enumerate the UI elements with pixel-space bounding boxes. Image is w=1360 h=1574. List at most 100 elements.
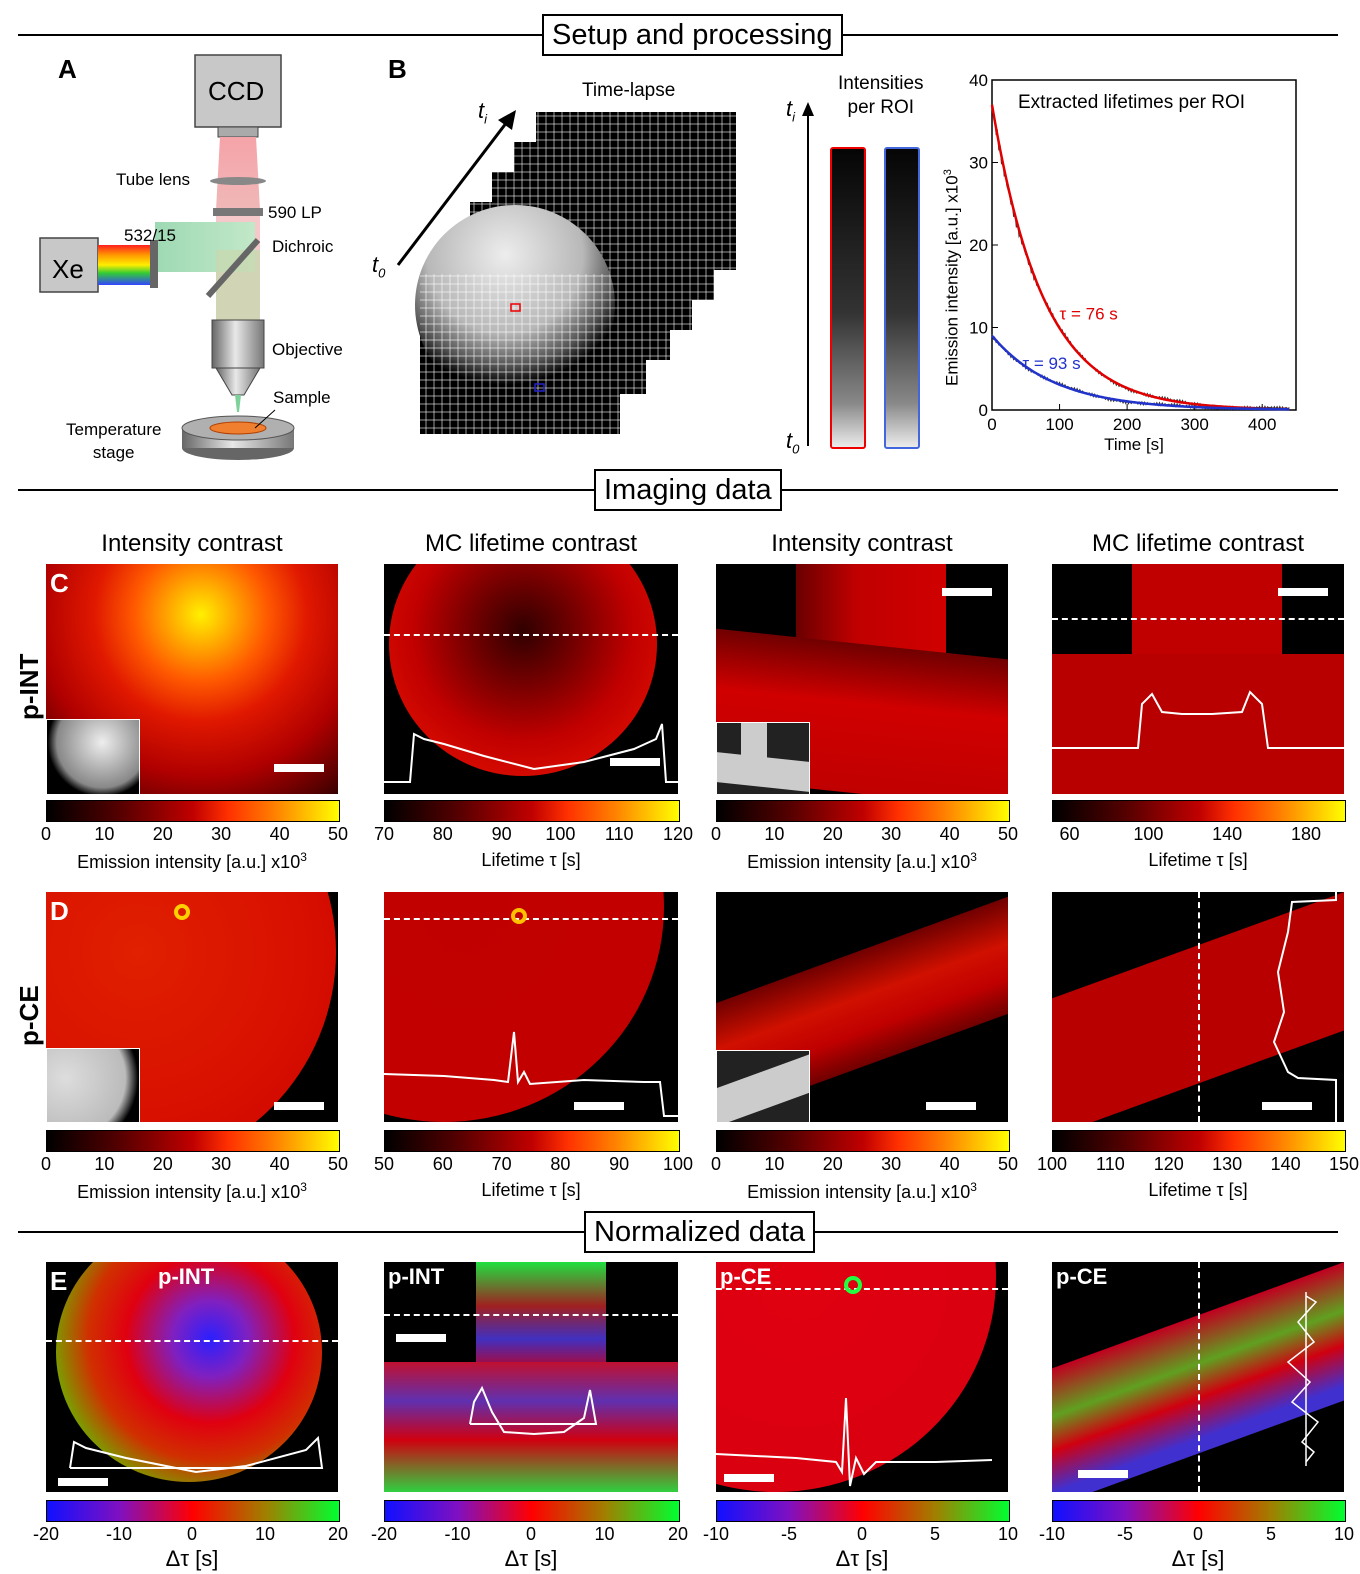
tube-lens-label: Tube lens bbox=[116, 170, 191, 189]
col-title-2: MC lifetime contrast bbox=[424, 530, 638, 557]
section-setup: Setup and processing bbox=[542, 14, 843, 56]
y-tick-label-1: 10 bbox=[969, 319, 988, 338]
time-lapse-label: Time-lapse bbox=[582, 80, 676, 101]
colorbar-tick-d-1-0: 0 bbox=[40, 1154, 52, 1174]
colorbar-tick-e-3-3: 5 bbox=[929, 1524, 941, 1544]
colorbar-tick-d-3-1: 10 bbox=[764, 1154, 785, 1174]
colorbar-tick-e-1-1: -10 bbox=[105, 1524, 133, 1544]
e-tag-4: p-CE bbox=[1056, 1264, 1108, 1289]
colorbar-tick-c-3-4: 40 bbox=[939, 824, 960, 844]
d-colorbar-3 bbox=[716, 1130, 1010, 1152]
series-label-0: τ = 76 s bbox=[1060, 304, 1118, 323]
colorbar-tick-c-3-1: 10 bbox=[764, 824, 785, 844]
y-tick-label-4: 40 bbox=[969, 72, 988, 90]
colorbar-tick-e-4-2: 0 bbox=[1192, 1524, 1204, 1544]
series-label-1: τ = 93 s bbox=[1022, 354, 1080, 373]
colorbar-tick-c-4-0: 60 bbox=[1059, 824, 1080, 844]
e-colorbar-2 bbox=[384, 1500, 680, 1522]
colorbar-tick-e-4-0: -10 bbox=[1038, 1524, 1066, 1544]
d-intensity-circle bbox=[46, 892, 338, 1122]
colorbar-tick-d-2-5: 100 bbox=[662, 1154, 694, 1174]
sample bbox=[209, 421, 267, 435]
colorbar-tick-d-2-2: 70 bbox=[491, 1154, 512, 1174]
panel-label-a: A bbox=[58, 54, 77, 84]
colorbar-tick-d-3-0: 0 bbox=[710, 1154, 722, 1174]
colorbar-tick-e-2-1: -10 bbox=[444, 1524, 471, 1544]
series-fit-1 bbox=[991, 334, 1290, 411]
colorbar-tick-e-3-2: 0 bbox=[856, 1524, 868, 1544]
colorbar-tick-c-1-5: 50 bbox=[327, 824, 349, 844]
col-title-1: Intensity contrast bbox=[101, 530, 283, 557]
x-tick-label-3: 300 bbox=[1180, 415, 1208, 434]
d-intensity-channel bbox=[716, 892, 1008, 1122]
d-colorbar-4 bbox=[1052, 1130, 1346, 1152]
colorbar-label-d-2: Lifetime τ [s] bbox=[481, 1180, 581, 1200]
c-lifetime-tjunction bbox=[1052, 564, 1344, 794]
colorbar-tick-e-2-3: 10 bbox=[594, 1524, 615, 1544]
e-tag-3: p-CE bbox=[720, 1264, 772, 1289]
colorbar-tick-c-4-1: 100 bbox=[1133, 824, 1164, 844]
colorbar-tick-d-4-1: 110 bbox=[1096, 1154, 1125, 1174]
colorbar-label-d-4: Lifetime τ [s] bbox=[1148, 1180, 1248, 1200]
e-colorbar-3 bbox=[716, 1500, 1010, 1522]
colorbar-tick-d-4-5: 150 bbox=[1328, 1154, 1360, 1174]
colorbar-tick-e-3-4: 10 bbox=[997, 1524, 1019, 1544]
xe-label: Xe bbox=[52, 254, 84, 284]
objective bbox=[211, 319, 265, 369]
colorbar-tick-d-2-1: 60 bbox=[432, 1154, 453, 1174]
e-normalized-1 bbox=[46, 1262, 338, 1492]
colorbar-tick-e-4-4: 10 bbox=[1333, 1524, 1355, 1544]
colorbar-tick-c-2-1: 80 bbox=[432, 824, 453, 844]
colorbar-tick-c-2-2: 90 bbox=[491, 824, 512, 844]
roi-t0-label: t0 bbox=[786, 428, 800, 457]
d-colorbar-1 bbox=[46, 1130, 340, 1152]
e-colorbar-1 bbox=[46, 1500, 340, 1522]
xe-lamp bbox=[39, 237, 99, 293]
colorbar-tick-e-4-3: 5 bbox=[1265, 1524, 1277, 1544]
chart-xlabel: Time [s] bbox=[1104, 435, 1164, 454]
colorbar-label-d-1: Emission intensity [a.u.] x103 bbox=[77, 1180, 307, 1202]
colorbar-tick-c-4-3: 180 bbox=[1291, 824, 1322, 844]
col-title-3: Intensity contrast bbox=[771, 530, 953, 557]
colorbar-tick-e-1-4: 20 bbox=[327, 1524, 349, 1544]
filter-label: 532/15 bbox=[124, 226, 176, 245]
setup-diagram bbox=[39, 54, 295, 460]
colorbar-tick-d-1-2: 20 bbox=[152, 1154, 173, 1174]
panel-label-b: B bbox=[388, 54, 407, 84]
colorbar-tick-d-4-0: 100 bbox=[1036, 1154, 1068, 1174]
panel-label-e: E bbox=[50, 1266, 68, 1296]
lp-label: 590 LP bbox=[268, 203, 322, 222]
stage-label: Temperature stage bbox=[66, 420, 162, 462]
colorbar-tick-c-2-5: 120 bbox=[662, 824, 694, 844]
chart-plot-area bbox=[991, 79, 1297, 411]
e-normalized-3 bbox=[716, 1262, 1008, 1492]
colorbar-tick-c-1-0: 0 bbox=[40, 824, 52, 844]
e-tag-2: p-INT bbox=[388, 1264, 445, 1289]
section-normalized: Normalized data bbox=[584, 1211, 816, 1253]
row-label-d: p-CE bbox=[14, 985, 44, 1046]
colorbar-tick-d-3-4: 40 bbox=[939, 1154, 960, 1174]
colorbar-tick-e-3-1: -5 bbox=[780, 1524, 798, 1544]
ccd-label: CCD bbox=[208, 76, 265, 106]
chart-title: Extracted lifetimes per ROI bbox=[1018, 92, 1246, 113]
x-tick-label-1: 100 bbox=[1045, 415, 1073, 434]
colorbar-tick-e-1-2: 0 bbox=[186, 1524, 198, 1544]
colorbar-tick-c-4-2: 140 bbox=[1212, 824, 1243, 844]
colorbar-tick-d-4-4: 140 bbox=[1270, 1154, 1301, 1174]
row-label-c: p-INT bbox=[14, 653, 44, 720]
colorbar-label-e-3: Δτ [s] bbox=[835, 1546, 889, 1571]
colorbar-label-c-1: Emission intensity [a.u.] x103 bbox=[77, 850, 307, 872]
lifetime-decay-chart: 0 100 200 300 400 0 10 20 30 40 Time [s] τ = 76 s τ … bbox=[940, 71, 1300, 462]
colorbar-tick-c-2-3: 100 bbox=[545, 824, 576, 844]
colorbar-tick-c-2-4: 110 bbox=[604, 824, 634, 844]
y-tick-label-3: 30 bbox=[969, 154, 988, 173]
ti-label: ti bbox=[478, 98, 488, 127]
dichroic-label: Dichroic bbox=[272, 237, 334, 256]
c-colorbar-2 bbox=[384, 800, 680, 822]
colorbar-tick-c-3-2: 20 bbox=[822, 824, 843, 844]
x-tick-label-0: 0 bbox=[987, 415, 996, 434]
c-lifetime-circle bbox=[384, 564, 678, 794]
colorbar-tick-d-3-2: 20 bbox=[822, 1154, 843, 1174]
colorbar-tick-d-3-3: 30 bbox=[881, 1154, 902, 1174]
colorbar-tick-e-1-3: 10 bbox=[254, 1524, 276, 1544]
